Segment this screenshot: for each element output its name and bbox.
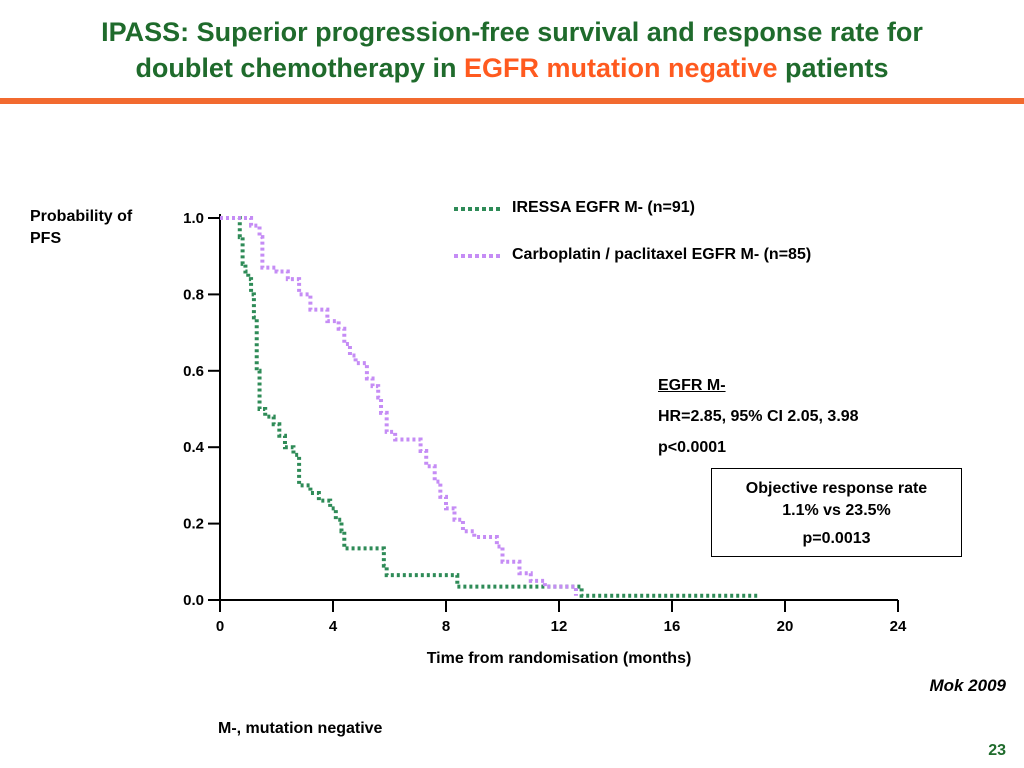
stats-heading: EGFR M-	[658, 377, 726, 394]
y-tick-label: 0.6	[183, 363, 204, 380]
x-tick-label: 8	[442, 618, 450, 635]
y-tick-label: 0.8	[183, 286, 204, 303]
x-tick-label: 24	[890, 618, 907, 635]
x-tick-label: 0	[216, 618, 224, 635]
orr-values: 1.1% vs 23.5%	[782, 502, 891, 519]
page-number: 23	[988, 742, 1006, 759]
y-tick-label: 0.4	[183, 439, 205, 456]
y-tick-label: 0.0	[183, 592, 204, 609]
series-line-0	[220, 216, 760, 598]
title-line-2-pre: doublet chemotherapy in	[135, 53, 464, 83]
chart-axes: 0.0 0.2 0.4 0.6 0.8 1.0 0 4 8 12 16 20 24	[183, 210, 907, 635]
legend-marks	[454, 207, 502, 258]
citation: Mok 2009	[929, 676, 1006, 695]
slide-title: IPASS: Superior progression-free surviva…	[0, 14, 1024, 86]
title-line-1: IPASS: Superior progression-free surviva…	[101, 17, 923, 47]
orr-label: Objective response rate	[745, 480, 928, 497]
stats-hr: HR=2.85, 95% CI 2.05, 3.98	[658, 408, 859, 425]
y-tick-label: 0.2	[183, 516, 204, 533]
y-tick-label: 1.0	[183, 210, 204, 227]
legend-label-carbo: Carboplatin / paclitaxel EGFR M- (n=85)	[512, 246, 812, 263]
x-tick-label: 4	[329, 618, 338, 635]
chart-series	[220, 216, 760, 598]
y-axis-label: Probability of PFS	[30, 208, 133, 247]
title-line-2: doublet chemotherapy in EGFR mutation ne…	[0, 50, 1024, 86]
orr-p: p=0.0013	[802, 530, 871, 547]
title-line-2-post: patients	[777, 53, 889, 83]
title-highlight: EGFR mutation negative	[463, 53, 778, 83]
series-line-1	[220, 216, 578, 596]
x-tick-label: 20	[777, 618, 794, 635]
stats-p: p<0.0001	[658, 439, 727, 456]
footnote: M-, mutation negative	[218, 720, 383, 737]
x-tick-label: 16	[664, 618, 681, 635]
orr-box: Objective response rate 1.1% vs 23.5% p=…	[711, 468, 962, 557]
title-divider	[0, 98, 1024, 104]
legend-label-iressa: IRESSA EGFR M- (n=91)	[512, 199, 695, 216]
x-tick-label: 12	[551, 618, 568, 635]
x-axis-label: Time from randomisation (months)	[426, 650, 692, 667]
